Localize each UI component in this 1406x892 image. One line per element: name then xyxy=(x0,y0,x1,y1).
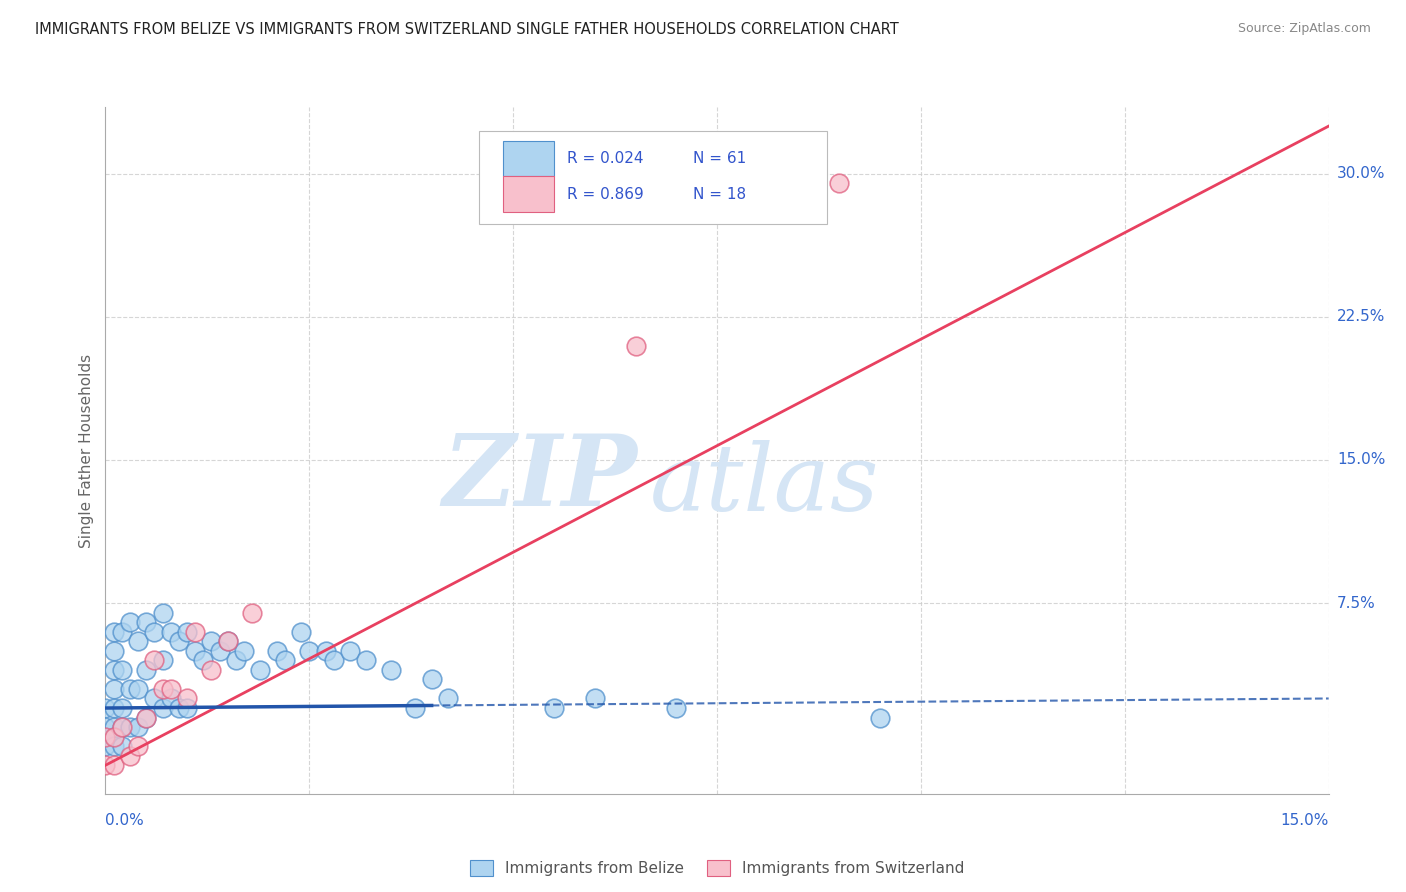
Point xyxy=(94,720,117,734)
Text: atlas: atlas xyxy=(650,440,879,530)
Point xyxy=(298,644,321,658)
Point xyxy=(118,748,141,763)
Point xyxy=(152,653,174,667)
Text: 22.5%: 22.5% xyxy=(1337,310,1385,325)
FancyBboxPatch shape xyxy=(503,141,554,177)
Point xyxy=(103,663,125,677)
Point xyxy=(217,634,239,648)
Point xyxy=(274,653,297,667)
Point xyxy=(200,663,222,677)
Text: N = 18: N = 18 xyxy=(693,186,745,202)
Point xyxy=(159,681,181,696)
Point xyxy=(103,681,125,696)
Text: 0.0%: 0.0% xyxy=(105,814,145,828)
Point xyxy=(118,681,141,696)
Point xyxy=(152,681,174,696)
FancyBboxPatch shape xyxy=(478,131,827,224)
Point xyxy=(111,739,134,754)
Point xyxy=(143,653,166,667)
Point xyxy=(127,634,149,648)
Point xyxy=(167,701,190,715)
Point xyxy=(103,624,125,639)
Point xyxy=(118,720,141,734)
Point xyxy=(217,634,239,648)
Point xyxy=(290,624,312,639)
Text: 15.0%: 15.0% xyxy=(1337,452,1385,467)
FancyBboxPatch shape xyxy=(503,177,554,212)
Point xyxy=(103,758,125,772)
Point xyxy=(200,634,222,648)
Point xyxy=(437,691,460,706)
Point xyxy=(94,758,117,772)
Point xyxy=(127,720,149,734)
Point xyxy=(94,730,117,744)
Point xyxy=(184,624,207,639)
Point xyxy=(118,615,141,630)
Point xyxy=(103,730,125,744)
Point xyxy=(184,644,207,658)
Point xyxy=(111,624,134,639)
Point xyxy=(233,644,256,658)
Point xyxy=(111,720,134,734)
Point xyxy=(249,663,271,677)
Legend: Immigrants from Belize, Immigrants from Switzerland: Immigrants from Belize, Immigrants from … xyxy=(464,855,970,882)
Point xyxy=(103,739,125,754)
Point xyxy=(266,644,288,658)
Point xyxy=(176,691,198,706)
Point xyxy=(103,730,125,744)
Text: IMMIGRANTS FROM BELIZE VS IMMIGRANTS FROM SWITZERLAND SINGLE FATHER HOUSEHOLDS C: IMMIGRANTS FROM BELIZE VS IMMIGRANTS FRO… xyxy=(35,22,898,37)
Point xyxy=(380,663,402,677)
Point xyxy=(193,653,215,667)
Point xyxy=(135,615,157,630)
Point xyxy=(103,720,125,734)
Point xyxy=(356,653,378,667)
Point xyxy=(322,653,344,667)
Point xyxy=(127,739,149,754)
Text: N = 61: N = 61 xyxy=(693,151,745,166)
Point xyxy=(94,739,117,754)
Point xyxy=(94,730,117,744)
Point xyxy=(111,720,134,734)
Point xyxy=(135,710,157,724)
Text: 7.5%: 7.5% xyxy=(1337,596,1375,611)
Point xyxy=(420,673,443,687)
Point xyxy=(624,338,647,352)
Point xyxy=(94,701,117,715)
Point xyxy=(159,691,181,706)
Point xyxy=(111,701,134,715)
Point xyxy=(339,644,361,658)
Text: Source: ZipAtlas.com: Source: ZipAtlas.com xyxy=(1237,22,1371,36)
Point xyxy=(103,701,125,715)
Point xyxy=(665,701,688,715)
Point xyxy=(143,691,166,706)
Point xyxy=(127,681,149,696)
Point xyxy=(143,624,166,639)
Point xyxy=(152,606,174,620)
Point xyxy=(176,624,198,639)
Point xyxy=(315,644,337,658)
Text: ZIP: ZIP xyxy=(443,430,637,526)
Text: R = 0.024: R = 0.024 xyxy=(567,151,643,166)
Point xyxy=(135,710,157,724)
Text: 30.0%: 30.0% xyxy=(1337,166,1385,181)
Point xyxy=(583,691,606,706)
Point xyxy=(152,701,174,715)
Point xyxy=(135,663,157,677)
Point xyxy=(828,177,851,191)
Point xyxy=(111,663,134,677)
Point xyxy=(159,624,181,639)
Point xyxy=(404,701,426,715)
Point xyxy=(543,701,565,715)
Point xyxy=(103,644,125,658)
Point xyxy=(167,634,190,648)
Text: 15.0%: 15.0% xyxy=(1281,814,1329,828)
Point xyxy=(869,710,891,724)
Y-axis label: Single Father Households: Single Father Households xyxy=(79,353,94,548)
Point xyxy=(240,606,263,620)
Point xyxy=(176,701,198,715)
Text: R = 0.869: R = 0.869 xyxy=(567,186,644,202)
Point xyxy=(225,653,247,667)
Point xyxy=(208,644,231,658)
